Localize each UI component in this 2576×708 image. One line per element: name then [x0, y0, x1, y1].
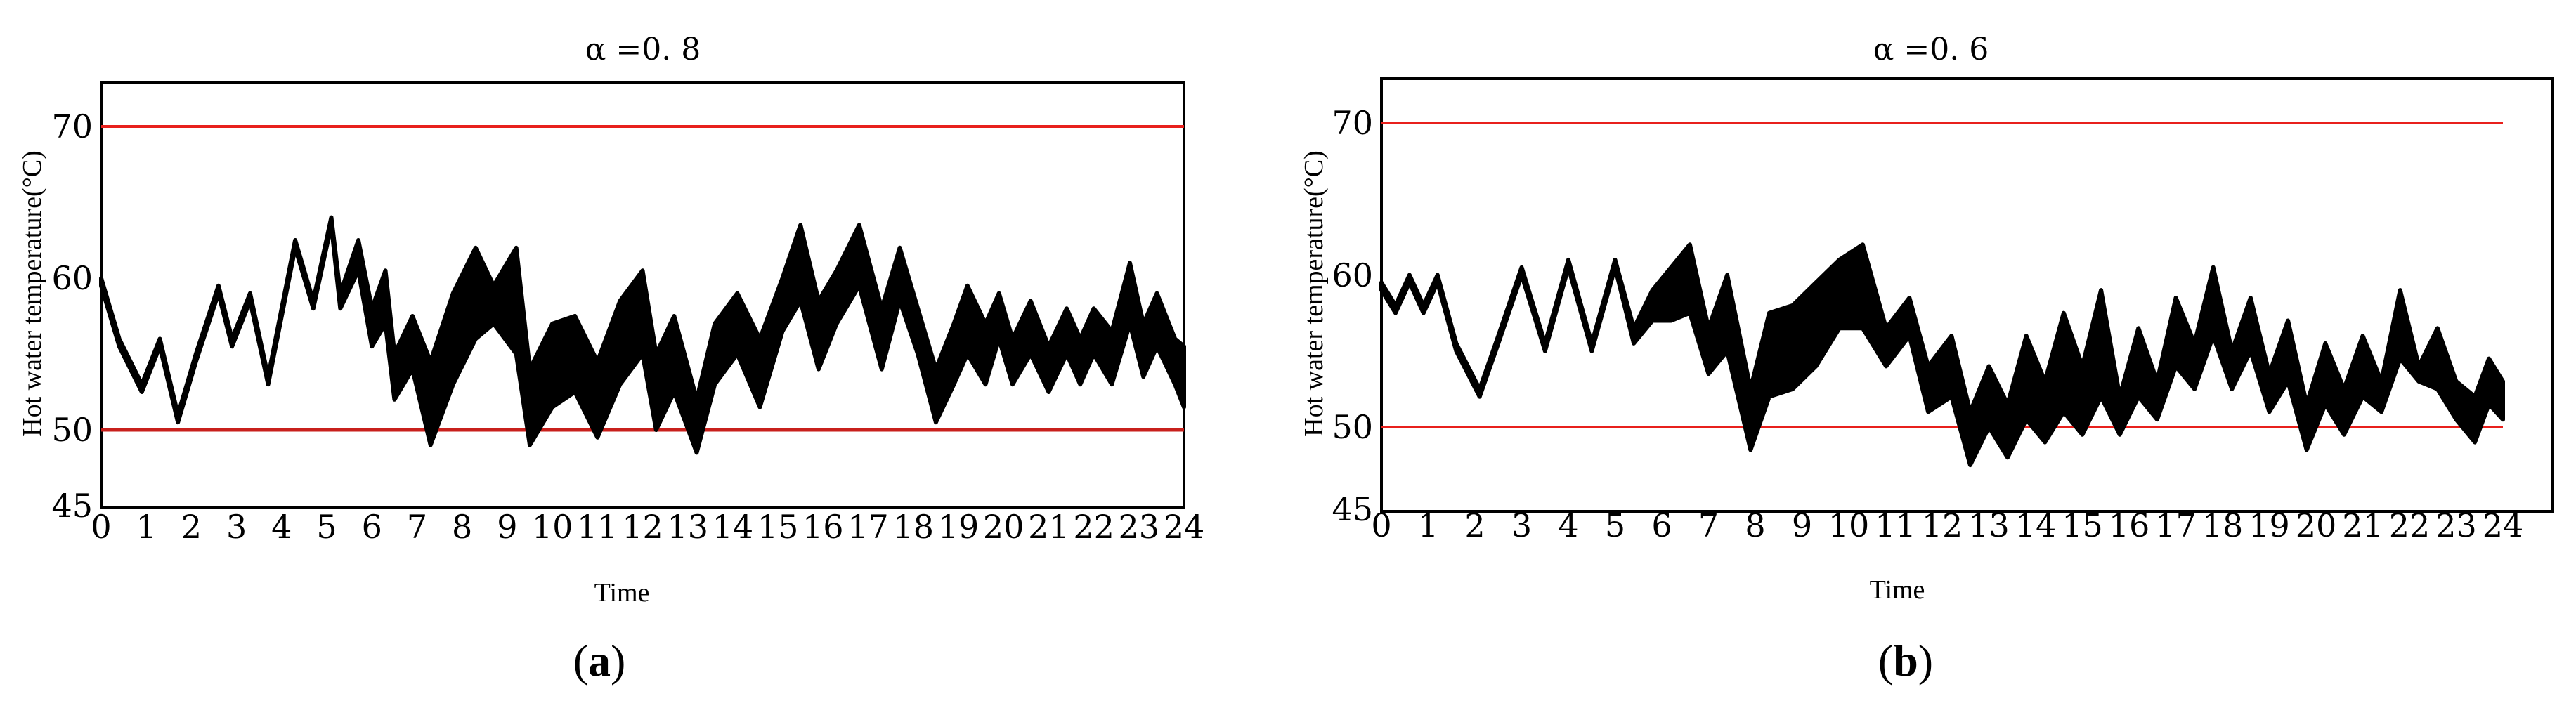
x-tick-label: 20 — [983, 508, 1024, 546]
x-tick-label: 1 — [136, 508, 157, 546]
x-tick-label: 2 — [1464, 506, 1485, 544]
y-tick-label: 70 — [51, 107, 93, 145]
y-tick-label: 50 — [1332, 408, 1373, 446]
x-tick-label: 11 — [1875, 506, 1916, 544]
panel-letter-b: b — [1893, 636, 1918, 686]
x-tick-label: 21 — [1028, 508, 1069, 546]
x-tick-label: 18 — [893, 508, 935, 546]
x-tick-label: 1 — [1418, 506, 1438, 544]
x-tick-labels-a: 0 1 2 3 4 5 6 7 8 9 10 11 12 13 14 15 16 17 18 19 20 21 22 23 24 — [91, 508, 1204, 546]
x-tick-label: 20 — [2296, 506, 2337, 544]
x-tick-label: 23 — [1119, 508, 1160, 546]
y-tick-label: 45 — [51, 487, 93, 525]
x-tick-label: 8 — [1745, 506, 1765, 544]
x-tick-label: 8 — [452, 508, 472, 546]
x-tick-label: 2 — [181, 508, 202, 546]
x-tick-label: 23 — [2435, 506, 2477, 544]
y-axis-label-b: Hot water temperature(°C) — [1299, 150, 1329, 437]
x-tick-label: 9 — [1792, 506, 1812, 544]
y-tick-label: 45 — [1332, 490, 1373, 528]
x-tick-label: 19 — [938, 508, 980, 546]
panel-caption-a: (a) — [573, 636, 626, 686]
x-tick-label: 4 — [1558, 506, 1578, 544]
x-axis-label-a: Time — [594, 578, 650, 608]
chart-panel-b: α =0. 6 70 60 50 45 0 1 2 3 4 5 6 7 8 9 10 11 12 13 14… — [1299, 32, 2554, 686]
x-tick-label: 13 — [667, 508, 708, 546]
x-tick-label: 6 — [1651, 506, 1672, 544]
temperature-band-b — [1379, 242, 2505, 468]
x-tick-label: 10 — [532, 508, 573, 546]
x-tick-label: 14 — [713, 508, 754, 546]
x-tick-label: 21 — [2342, 506, 2383, 544]
x-tick-label: 0 — [91, 508, 111, 546]
plot-frame-a — [100, 81, 1185, 509]
x-tick-label: 3 — [226, 508, 247, 546]
y-tick-label: 70 — [1332, 104, 1373, 142]
x-tick-label: 6 — [362, 508, 382, 546]
x-tick-label: 3 — [1511, 506, 1532, 544]
x-tick-label: 22 — [1073, 508, 1114, 546]
chart-title-b: α =0. 6 — [1873, 32, 1989, 67]
x-tick-label: 17 — [847, 508, 889, 546]
x-tick-label: 24 — [2483, 506, 2524, 544]
x-tick-label: 7 — [1698, 506, 1719, 544]
x-tick-label: 11 — [577, 508, 618, 546]
chart-title-a: α =0. 8 — [585, 32, 701, 67]
y-axis-label-a: Hot water temperature(°C) — [18, 150, 47, 437]
x-tick-label: 9 — [497, 508, 517, 546]
x-tick-label: 5 — [1605, 506, 1625, 544]
x-tick-label: 12 — [1922, 506, 1963, 544]
x-tick-label: 15 — [2062, 506, 2103, 544]
x-tick-label: 24 — [1164, 508, 1205, 546]
chart-panel-a: α =0. 8 70 60 50 45 0 1 2 3 4 5 6 7 8 9 10 11 12 13 14… — [18, 32, 1204, 686]
x-tick-label: 18 — [2202, 506, 2244, 544]
x-tick-label: 15 — [757, 508, 799, 546]
plot-frame-b — [1380, 77, 2554, 513]
x-tick-label: 0 — [1371, 506, 1391, 544]
y-tick-labels-a: 70 60 50 45 — [51, 107, 93, 525]
x-tick-labels-b: 0 1 2 3 4 5 6 7 8 9 10 11 12 13 14 15 16 17 18 19 20 21 22 23 24 — [1371, 506, 2523, 544]
y-tick-label: 50 — [51, 411, 93, 449]
x-tick-label: 14 — [2015, 506, 2057, 544]
x-tick-label: 17 — [2155, 506, 2197, 544]
x-tick-label: 16 — [802, 508, 844, 546]
x-tick-label: 10 — [1828, 506, 1870, 544]
x-tick-label: 5 — [316, 508, 337, 546]
panel-caption-b: (b) — [1878, 636, 1933, 686]
x-tick-label: 13 — [1968, 506, 2010, 544]
x-tick-label: 16 — [2109, 506, 2150, 544]
x-axis-label-b: Time — [1870, 575, 1925, 605]
y-tick-labels-b: 70 60 50 45 — [1332, 104, 1373, 528]
y-tick-label: 60 — [51, 259, 93, 297]
x-tick-label: 12 — [622, 508, 663, 546]
temperature-band-a — [99, 215, 1186, 455]
x-tick-label: 4 — [271, 508, 292, 546]
x-tick-label: 7 — [407, 508, 427, 546]
x-tick-label: 22 — [2389, 506, 2431, 544]
panel-letter-a: a — [588, 636, 611, 686]
x-tick-label: 19 — [2249, 506, 2290, 544]
y-tick-label: 60 — [1332, 256, 1373, 294]
